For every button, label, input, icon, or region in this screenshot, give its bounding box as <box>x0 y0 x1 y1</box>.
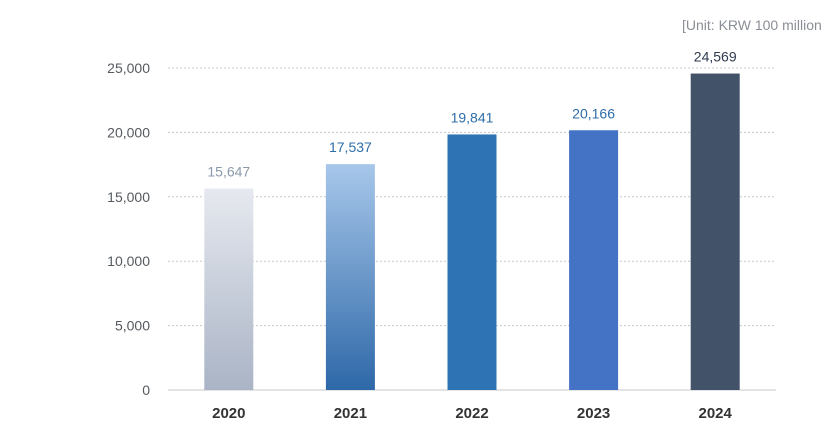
bar-2021 <box>325 164 375 390</box>
value-label-2023: 20,166 <box>572 105 615 121</box>
y-tick-label: 0 <box>142 382 150 398</box>
y-tick-label: 5,000 <box>115 318 150 334</box>
bar-2022 <box>447 134 497 390</box>
x-tick-label-2021: 2021 <box>334 405 367 422</box>
x-tick-label-2022: 2022 <box>455 405 488 422</box>
y-tick-label: 10,000 <box>107 253 150 269</box>
y-tick-label: 20,000 <box>107 124 150 140</box>
x-tick-label-2024: 2024 <box>699 405 733 422</box>
value-label-2022: 19,841 <box>451 109 494 125</box>
value-label-2021: 17,537 <box>329 139 372 155</box>
value-label-2020: 15,647 <box>207 163 250 179</box>
value-label-2024: 24,569 <box>694 49 737 65</box>
x-tick-label-2020: 2020 <box>212 405 245 422</box>
x-tick-label-2023: 2023 <box>577 405 610 422</box>
y-tick-label: 25,000 <box>107 60 150 76</box>
unit-label: [Unit: KRW 100 million <box>682 17 822 33</box>
bar-2023 <box>569 130 619 391</box>
bar-2020 <box>204 188 254 390</box>
y-tick-label: 15,000 <box>107 189 150 205</box>
bar-2024 <box>690 73 740 391</box>
